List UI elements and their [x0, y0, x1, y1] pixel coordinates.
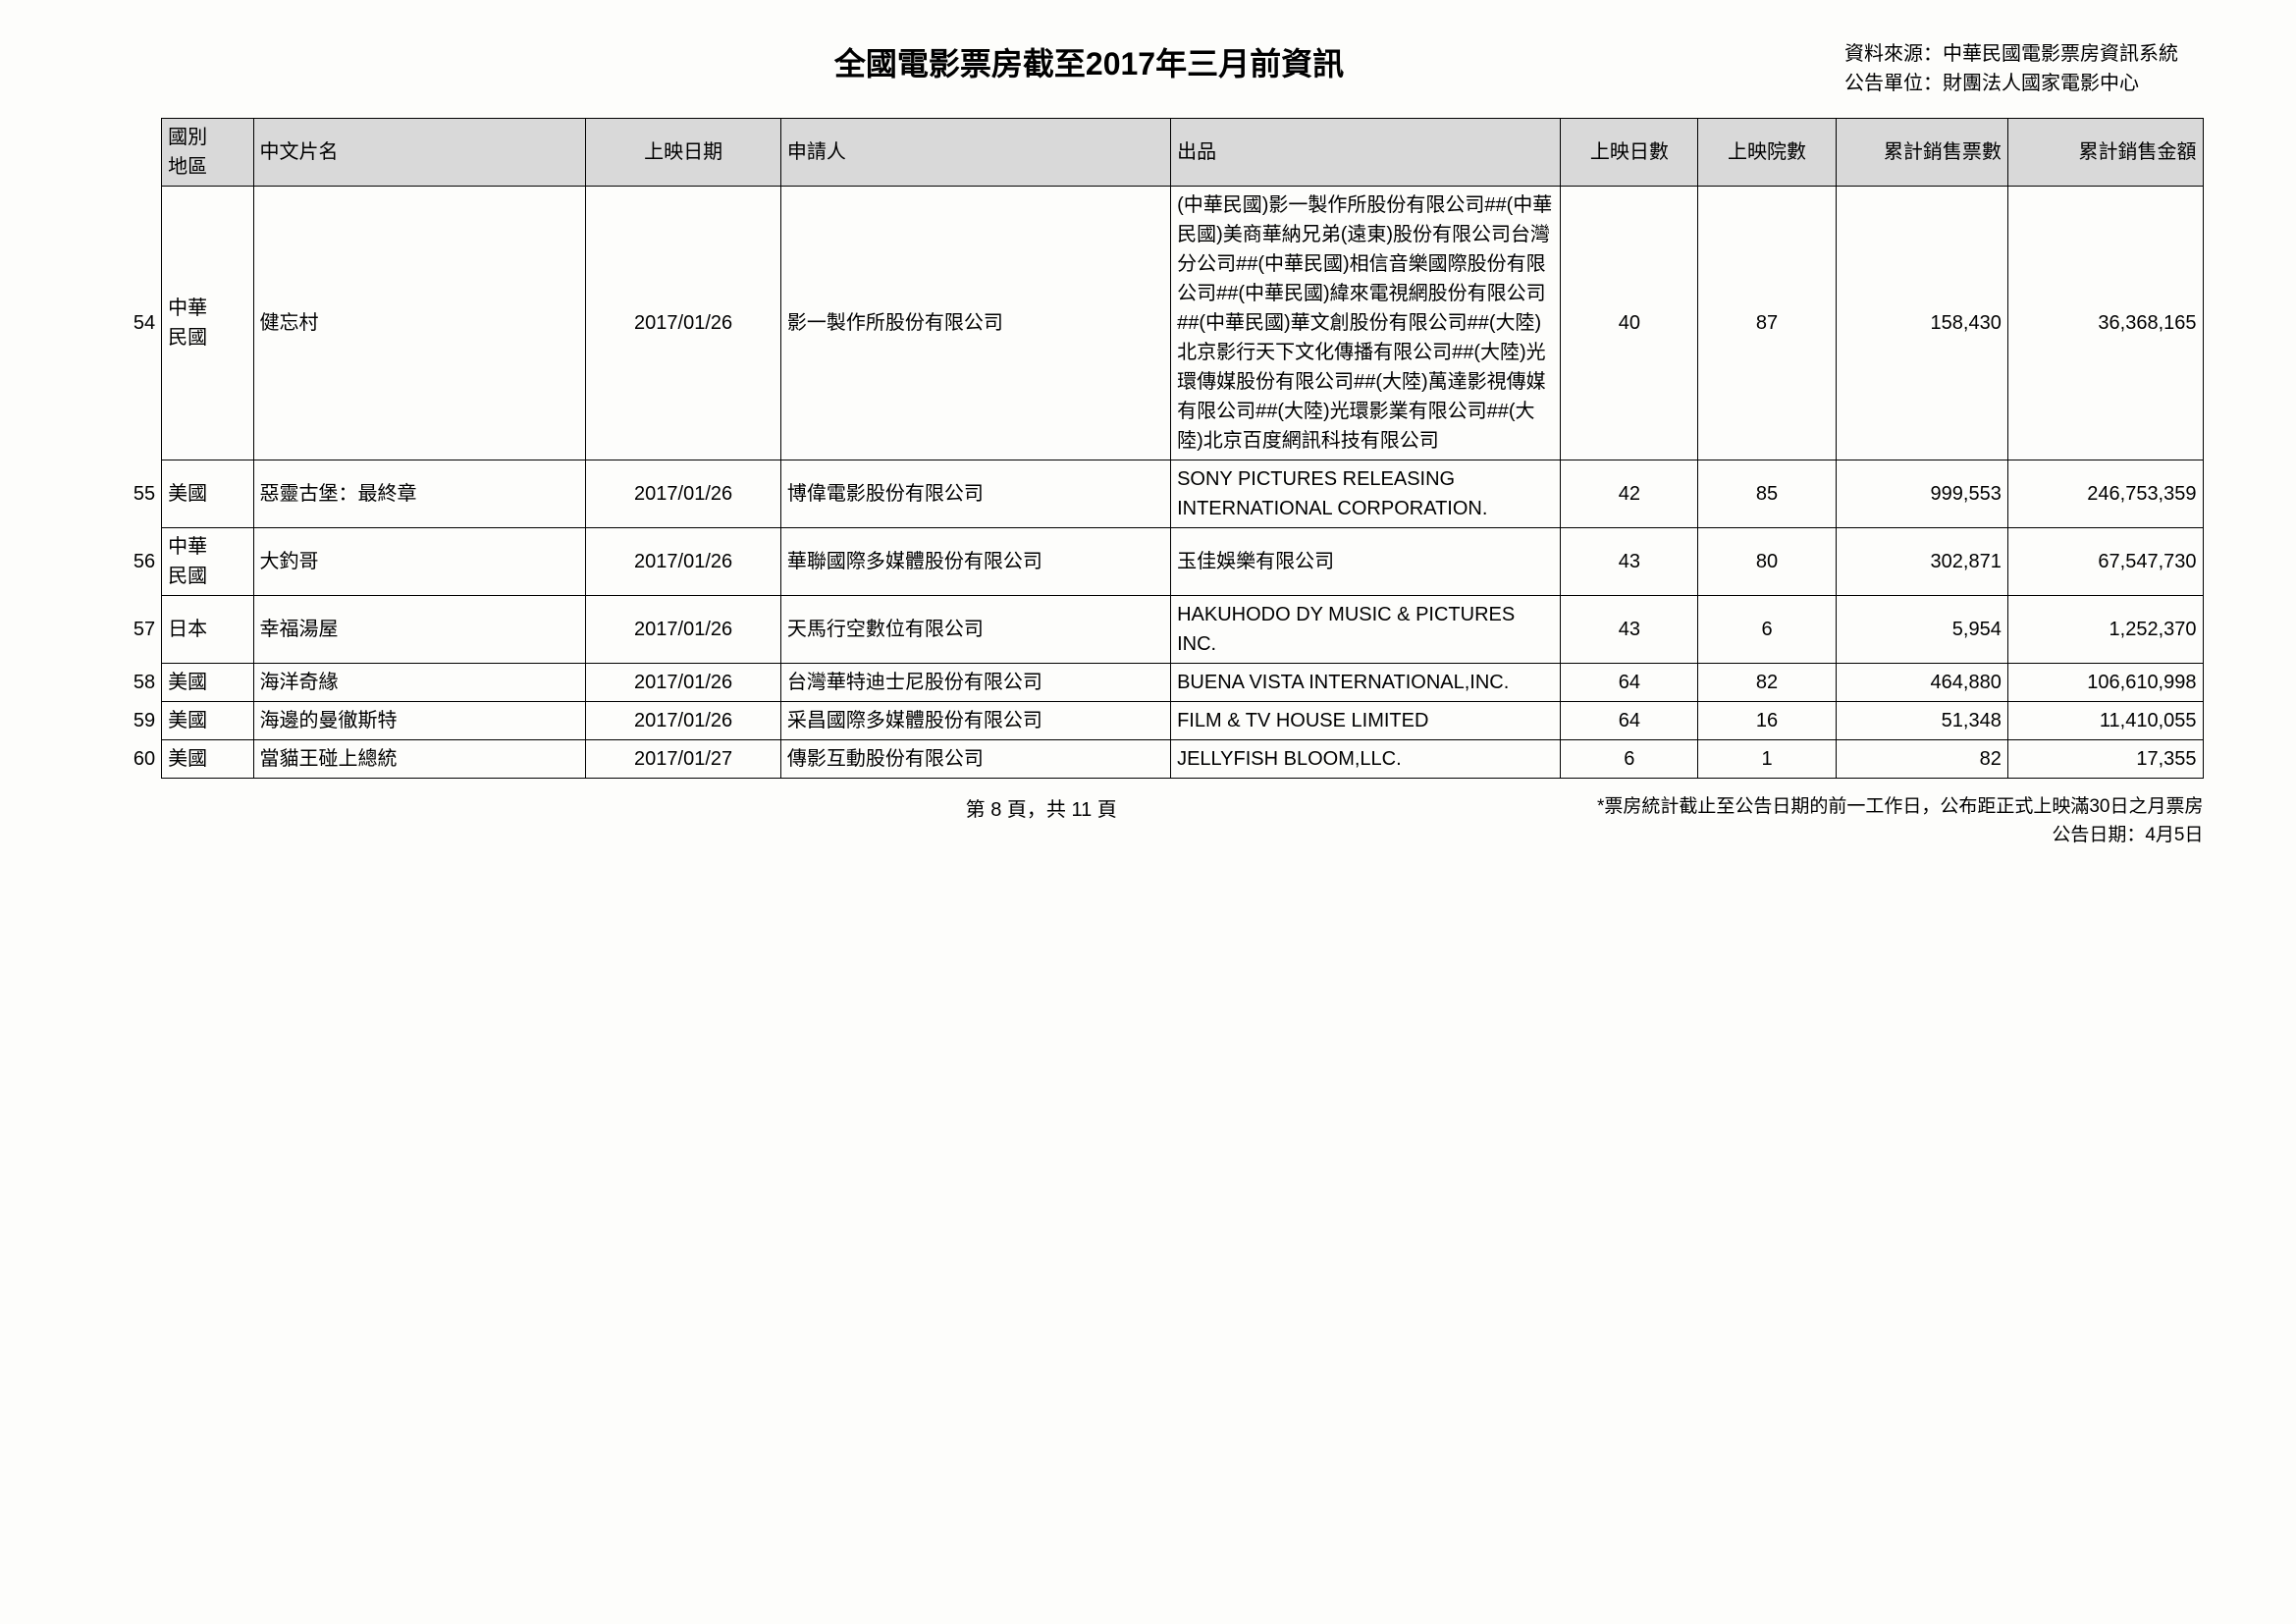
col-theaters: 上映院數 — [1698, 119, 1836, 187]
footer-note: *票房統計截止至公告日期的前一工作日，公布距正式上映滿30日之月票房 — [1597, 793, 2204, 822]
cell-producer: HAKUHODO DY MUSIC & PICTURES INC. — [1171, 596, 1561, 664]
cell-applicant: 采昌國際多媒體股份有限公司 — [780, 702, 1170, 740]
cell-country: 美國 — [162, 702, 253, 740]
table-row: 57日本幸福湯屋2017/01/26天馬行空數位有限公司HAKUHODO DY … — [93, 596, 2204, 664]
cell-name: 健忘村 — [253, 187, 586, 460]
col-days: 上映日數 — [1561, 119, 1698, 187]
cell-days: 40 — [1561, 187, 1698, 460]
cell-idx: 55 — [93, 460, 162, 528]
cell-theaters: 85 — [1698, 460, 1836, 528]
cell-date: 2017/01/26 — [586, 187, 781, 460]
cell-applicant: 影一製作所股份有限公司 — [780, 187, 1170, 460]
col-name: 中文片名 — [253, 119, 586, 187]
cell-theaters: 80 — [1698, 528, 1836, 596]
cell-theaters: 1 — [1698, 740, 1836, 779]
cell-producer: (中華民國)影一製作所股份有限公司##(中華民國)美商華納兄弟(遠東)股份有限公… — [1171, 187, 1561, 460]
cell-applicant: 博偉電影股份有限公司 — [780, 460, 1170, 528]
cell-idx: 60 — [93, 740, 162, 779]
col-applicant: 申請人 — [780, 119, 1170, 187]
cell-name: 當貓王碰上總統 — [253, 740, 586, 779]
cell-amount: 17,355 — [2007, 740, 2203, 779]
table-row: 56中華民國大釣哥2017/01/26華聯國際多媒體股份有限公司玉佳娛樂有限公司… — [93, 528, 2204, 596]
cell-country: 美國 — [162, 664, 253, 702]
cell-theaters: 82 — [1698, 664, 1836, 702]
cell-country: 美國 — [162, 460, 253, 528]
cell-amount: 246,753,359 — [2007, 460, 2203, 528]
cell-tickets: 464,880 — [1836, 664, 2007, 702]
cell-tickets: 5,954 — [1836, 596, 2007, 664]
cell-tickets: 999,553 — [1836, 460, 2007, 528]
cell-producer: BUENA VISTA INTERNATIONAL,INC. — [1171, 664, 1561, 702]
cell-applicant: 華聯國際多媒體股份有限公司 — [780, 528, 1170, 596]
cell-producer: JELLYFISH BLOOM,LLC. — [1171, 740, 1561, 779]
cell-name: 幸福湯屋 — [253, 596, 586, 664]
table-row: 55美國惡靈古堡：最終章2017/01/26博偉電影股份有限公司SONY PIC… — [93, 460, 2204, 528]
cell-amount: 1,252,370 — [2007, 596, 2203, 664]
col-idx — [93, 119, 162, 187]
cell-amount: 11,410,055 — [2007, 702, 2203, 740]
cell-producer: 玉佳娛樂有限公司 — [1171, 528, 1561, 596]
cell-days: 6 — [1561, 740, 1698, 779]
cell-name: 海洋奇緣 — [253, 664, 586, 702]
cell-theaters: 87 — [1698, 187, 1836, 460]
cell-idx: 57 — [93, 596, 162, 664]
cell-name: 大釣哥 — [253, 528, 586, 596]
col-date: 上映日期 — [586, 119, 781, 187]
box-office-table: 國別地區 中文片名 上映日期 申請人 出品 上映日數 上映院數 累計銷售票數 累… — [93, 118, 2204, 779]
table-row: 60美國當貓王碰上總統2017/01/27傳影互動股份有限公司JELLYFISH… — [93, 740, 2204, 779]
cell-date: 2017/01/26 — [586, 702, 781, 740]
cell-amount: 36,368,165 — [2007, 187, 2203, 460]
cell-days: 43 — [1561, 528, 1698, 596]
cell-days: 43 — [1561, 596, 1698, 664]
cell-applicant: 台灣華特迪士尼股份有限公司 — [780, 664, 1170, 702]
cell-days: 64 — [1561, 702, 1698, 740]
cell-name: 海邊的曼徹斯特 — [253, 702, 586, 740]
cell-country: 中華民國 — [162, 528, 253, 596]
page-title: 全國電影票房截至2017年三月前資訊 — [39, 39, 1844, 84]
cell-idx: 56 — [93, 528, 162, 596]
cell-producer: SONY PICTURES RELEASING INTERNATIONAL CO… — [1171, 460, 1561, 528]
cell-days: 42 — [1561, 460, 1698, 528]
cell-name: 惡靈古堡：最終章 — [253, 460, 586, 528]
cell-date: 2017/01/27 — [586, 740, 781, 779]
cell-tickets: 302,871 — [1836, 528, 2007, 596]
cell-country: 中華民國 — [162, 187, 253, 460]
source-line-2: 公告單位：財團法人國家電影中心 — [1844, 69, 2257, 98]
cell-date: 2017/01/26 — [586, 528, 781, 596]
page-indicator: 第 8 頁，共 11 頁 — [93, 793, 1597, 822]
cell-producer: FILM & TV HOUSE LIMITED — [1171, 702, 1561, 740]
cell-date: 2017/01/26 — [586, 460, 781, 528]
col-country: 國別地區 — [162, 119, 253, 187]
table-row: 58美國海洋奇緣2017/01/26台灣華特迪士尼股份有限公司BUENA VIS… — [93, 664, 2204, 702]
col-producer: 出品 — [1171, 119, 1561, 187]
cell-idx: 59 — [93, 702, 162, 740]
col-tickets: 累計銷售票數 — [1836, 119, 2007, 187]
cell-applicant: 天馬行空數位有限公司 — [780, 596, 1170, 664]
cell-idx: 54 — [93, 187, 162, 460]
announce-date: 公告日期：4月5日 — [1597, 822, 2204, 850]
cell-idx: 58 — [93, 664, 162, 702]
cell-days: 64 — [1561, 664, 1698, 702]
table-row: 59美國海邊的曼徹斯特2017/01/26采昌國際多媒體股份有限公司FILM &… — [93, 702, 2204, 740]
cell-date: 2017/01/26 — [586, 664, 781, 702]
table-row: 54中華民國健忘村2017/01/26影一製作所股份有限公司(中華民國)影一製作… — [93, 187, 2204, 460]
cell-theaters: 16 — [1698, 702, 1836, 740]
source-line-1: 資料來源：中華民國電影票房資訊系統 — [1844, 39, 2257, 69]
cell-tickets: 82 — [1836, 740, 2007, 779]
cell-theaters: 6 — [1698, 596, 1836, 664]
cell-country: 日本 — [162, 596, 253, 664]
cell-amount: 67,547,730 — [2007, 528, 2203, 596]
cell-amount: 106,610,998 — [2007, 664, 2203, 702]
cell-date: 2017/01/26 — [586, 596, 781, 664]
col-amount: 累計銷售金額 — [2007, 119, 2203, 187]
cell-tickets: 51,348 — [1836, 702, 2007, 740]
cell-country: 美國 — [162, 740, 253, 779]
cell-tickets: 158,430 — [1836, 187, 2007, 460]
cell-applicant: 傳影互動股份有限公司 — [780, 740, 1170, 779]
